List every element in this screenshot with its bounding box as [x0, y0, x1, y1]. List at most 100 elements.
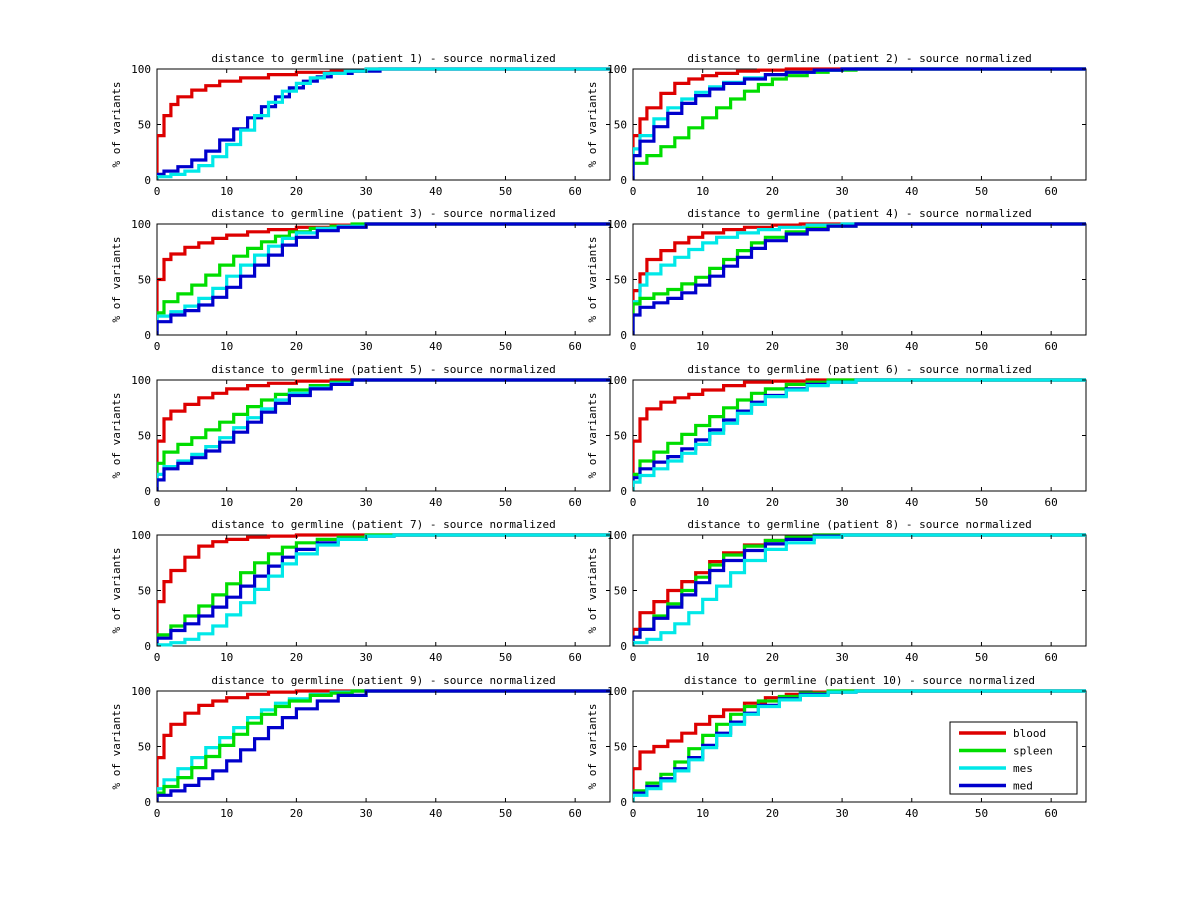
- series-line-mes: [157, 67, 610, 180]
- panel-title: distance to germline (patient 10) - sour…: [684, 674, 1035, 687]
- x-tick-label: 40: [905, 185, 918, 198]
- panel-1: distance to germline (patient 1) - sourc…: [110, 52, 611, 198]
- series-line-mes: [633, 689, 1086, 802]
- series-group: [157, 67, 610, 180]
- panel-4: distance to germline (patient 4) - sourc…: [586, 207, 1087, 353]
- y-tick-label: 0: [144, 485, 151, 498]
- axes-box: [632, 68, 1087, 181]
- x-tick-label: 30: [359, 807, 372, 820]
- y-tick-label: 100: [131, 63, 151, 76]
- y-axis-label: % of variants: [110, 81, 123, 167]
- panel-7: distance to germline (patient 7) - sourc…: [110, 518, 611, 664]
- panel-2: distance to germline (patient 2) - sourc…: [586, 52, 1087, 198]
- x-tick-label: 60: [569, 340, 582, 353]
- panel-title: distance to germline (patient 7) - sourc…: [211, 518, 555, 531]
- y-axis-label: % of variants: [586, 392, 599, 478]
- panel-title: distance to germline (patient 5) - sourc…: [211, 363, 555, 376]
- panel-title: distance to germline (patient 8) - sourc…: [687, 518, 1031, 531]
- axes-box: [156, 223, 611, 336]
- series-group: [633, 67, 1086, 180]
- x-tick-label: 10: [696, 496, 709, 509]
- x-tick-label: 30: [359, 340, 372, 353]
- y-axis-label: % of variants: [110, 703, 123, 789]
- x-tick-label: 50: [975, 185, 988, 198]
- panel-3: distance to germline (patient 3) - sourc…: [110, 207, 611, 353]
- y-tick-label: 0: [620, 640, 627, 653]
- panel-title: distance to germline (patient 6) - sourc…: [687, 363, 1031, 376]
- x-tick-label: 30: [835, 651, 848, 664]
- x-tick-label: 30: [835, 807, 848, 820]
- y-tick-label: 0: [144, 640, 151, 653]
- legend: blood spleen mes med: [949, 721, 1078, 795]
- x-tick-label: 50: [499, 340, 512, 353]
- series-line-med: [157, 689, 610, 802]
- x-tick-label: 40: [905, 651, 918, 664]
- x-tick-label: 0: [154, 496, 161, 509]
- x-tick-label: 0: [630, 651, 637, 664]
- y-tick-label: 0: [620, 485, 627, 498]
- x-tick-label: 20: [766, 807, 779, 820]
- y-tick-label: 0: [620, 796, 627, 809]
- axes-box: [156, 379, 611, 492]
- y-tick-label: 0: [144, 329, 151, 342]
- legend-label-med: med: [1013, 780, 1033, 793]
- x-tick-label: 30: [835, 496, 848, 509]
- x-tick-label: 60: [569, 651, 582, 664]
- x-tick-label: 50: [499, 807, 512, 820]
- x-tick-label: 0: [630, 340, 637, 353]
- y-tick-label: 50: [138, 430, 151, 443]
- series-line-med: [157, 378, 610, 491]
- x-tick-label: 60: [1045, 651, 1058, 664]
- x-tick-label: 40: [429, 496, 442, 509]
- x-tick-label: 0: [154, 807, 161, 820]
- x-tick-label: 20: [290, 496, 303, 509]
- axes-box: [632, 223, 1087, 336]
- panel-title: distance to germline (patient 1) - sourc…: [211, 52, 555, 65]
- x-tick-label: 20: [766, 651, 779, 664]
- y-tick-label: 100: [607, 685, 627, 698]
- y-axis-label: % of variants: [110, 236, 123, 322]
- x-tick-label: 50: [975, 807, 988, 820]
- y-axis-label: % of variants: [586, 547, 599, 633]
- panel-10: distance to germline (patient 10) - sour…: [586, 674, 1087, 820]
- y-tick-label: 100: [131, 685, 151, 698]
- panel-title: distance to germline (patient 2) - sourc…: [687, 52, 1031, 65]
- axes-box: [156, 534, 611, 647]
- series-line-spleen: [633, 378, 1086, 491]
- x-tick-label: 10: [696, 340, 709, 353]
- x-tick-label: 20: [766, 185, 779, 198]
- y-tick-label: 0: [620, 174, 627, 187]
- x-tick-label: 30: [359, 496, 372, 509]
- series-line-mes: [633, 222, 1086, 335]
- x-tick-label: 60: [1045, 340, 1058, 353]
- y-tick-label: 50: [614, 119, 627, 132]
- x-tick-label: 10: [220, 651, 233, 664]
- series-line-mes: [157, 533, 610, 647]
- y-tick-label: 0: [144, 796, 151, 809]
- y-tick-label: 0: [620, 329, 627, 342]
- x-tick-label: 0: [630, 496, 637, 509]
- x-tick-label: 60: [1045, 496, 1058, 509]
- y-tick-label: 100: [607, 63, 627, 76]
- series-line-med: [633, 67, 1086, 180]
- x-tick-label: 0: [154, 185, 161, 198]
- series-line-mes: [633, 378, 1086, 491]
- y-axis-label: % of variants: [586, 236, 599, 322]
- y-tick-label: 50: [138, 585, 151, 598]
- panel-title: distance to germline (patient 3) - sourc…: [211, 207, 555, 220]
- y-tick-label: 50: [138, 741, 151, 754]
- series-group: [633, 222, 1086, 335]
- y-tick-label: 100: [131, 218, 151, 231]
- x-tick-label: 40: [905, 807, 918, 820]
- series-line-med: [633, 222, 1086, 335]
- y-tick-label: 50: [138, 119, 151, 132]
- x-tick-label: 60: [1045, 807, 1058, 820]
- y-tick-label: 100: [607, 529, 627, 542]
- x-tick-label: 40: [429, 651, 442, 664]
- series-group: [633, 533, 1086, 646]
- x-tick-label: 50: [499, 185, 512, 198]
- x-tick-label: 30: [835, 340, 848, 353]
- panel-9: distance to germline (patient 9) - sourc…: [110, 674, 611, 820]
- x-tick-label: 0: [630, 807, 637, 820]
